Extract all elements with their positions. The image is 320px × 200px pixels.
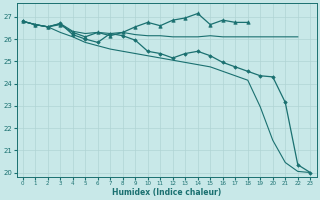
X-axis label: Humidex (Indice chaleur): Humidex (Indice chaleur) (112, 188, 221, 197)
